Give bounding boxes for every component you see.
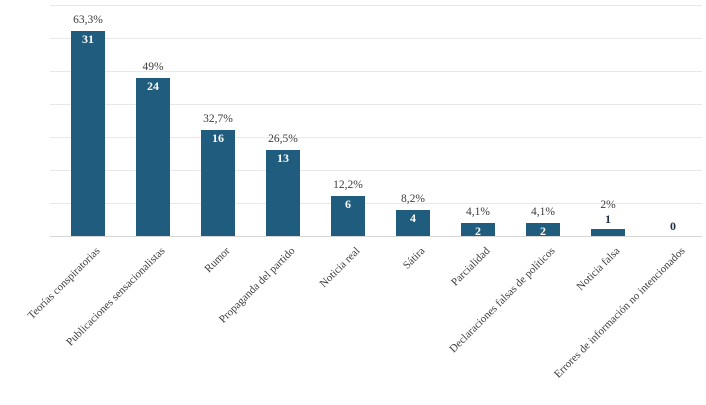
gridline — [50, 5, 702, 6]
count-label: 13 — [277, 151, 289, 166]
percent-label: 2% — [600, 199, 616, 212]
gridline — [50, 71, 702, 72]
percent-label: 63,3% — [73, 14, 103, 27]
percent-label: 8,2% — [401, 192, 425, 205]
gridline — [50, 104, 702, 105]
bar — [136, 77, 170, 236]
count-label: 2 — [475, 223, 481, 238]
bar — [461, 222, 495, 236]
bar — [201, 130, 235, 236]
count-label: 4 — [410, 210, 416, 225]
bar — [591, 229, 625, 236]
gridline — [50, 137, 702, 138]
bar — [331, 196, 365, 236]
gridline — [50, 203, 702, 204]
percent-label: 12,2% — [333, 179, 363, 192]
percent-label: 26,5% — [268, 133, 298, 146]
count-label: 31 — [82, 32, 94, 47]
percent-label: 4,1% — [531, 205, 555, 218]
bar — [71, 31, 105, 236]
bar — [396, 209, 430, 236]
percent-label: 49% — [142, 60, 164, 73]
percent-label: 32,7% — [203, 113, 233, 126]
gridline — [50, 170, 702, 171]
count-label: 16 — [212, 131, 224, 146]
percent-label: 4,1% — [466, 205, 490, 218]
x-axis-line — [50, 236, 702, 237]
count-label: 1 — [605, 212, 611, 227]
gridline — [50, 38, 702, 39]
count-label: 2 — [540, 223, 546, 238]
bar — [526, 222, 560, 236]
count-label: 24 — [147, 78, 159, 93]
count-label: 6 — [345, 197, 351, 212]
bar — [266, 150, 300, 236]
count-label: 0 — [670, 219, 676, 233]
